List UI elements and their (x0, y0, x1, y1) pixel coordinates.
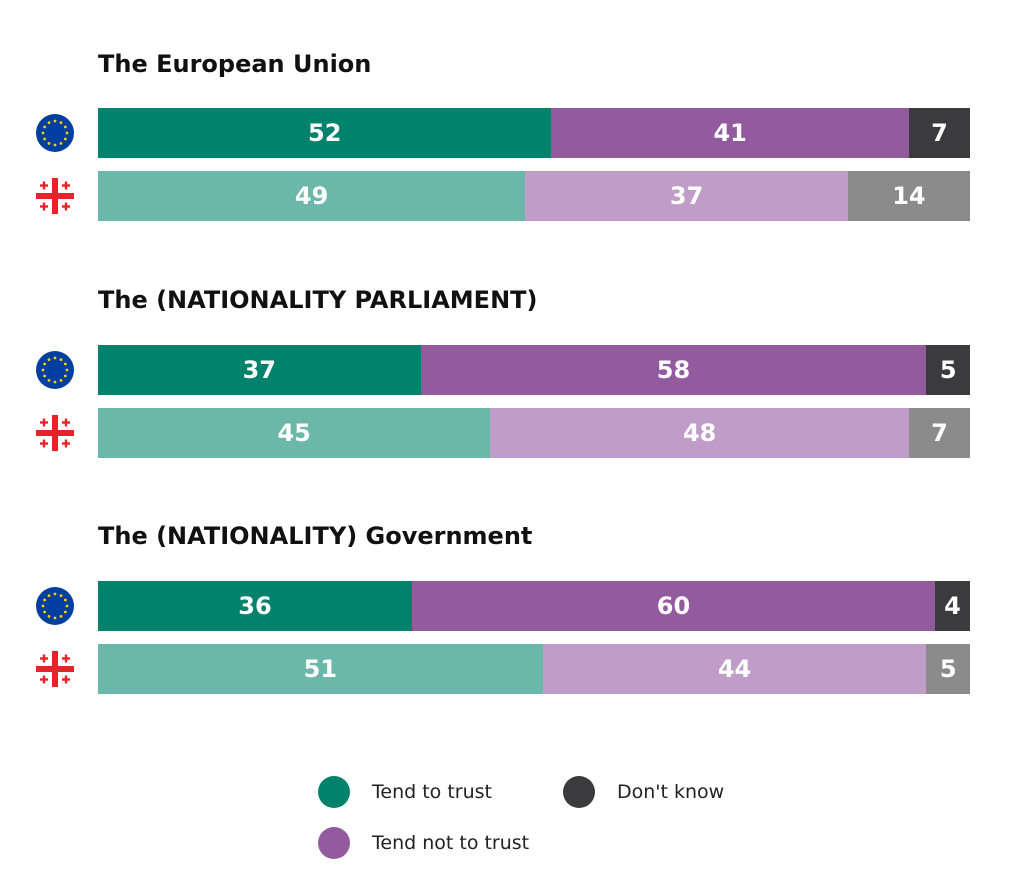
bar-row-country: 49 37 14 (98, 171, 970, 221)
legend-label-not-trust: Tend not to trust (372, 832, 530, 854)
group-title: The (NATIONALITY PARLIAMENT) (98, 286, 538, 314)
bar-segment-not-trust: 44 (542, 644, 927, 694)
legend-swatch-not-trust (318, 827, 350, 859)
group-title: The (NATIONALITY) Government (98, 522, 533, 550)
bar-row-country: 45 48 7 (98, 408, 970, 458)
bar-segment-trust: 49 (98, 171, 526, 221)
eu-flag-icon (36, 587, 74, 625)
georgia-flag-icon (36, 415, 74, 451)
bar-segment-dk: 5 (926, 345, 970, 395)
bar-segment-dk: 7 (908, 108, 970, 158)
legend-swatch-trust (318, 776, 350, 808)
group-title: The European Union (98, 50, 372, 78)
legend-label-trust: Tend to trust (372, 781, 492, 803)
bar-segment-dk: 14 (847, 171, 970, 221)
bar-segment-dk: 4 (935, 581, 970, 631)
bar-segment-trust: 45 (98, 408, 491, 458)
bar-segment-trust: 52 (98, 108, 552, 158)
bar-row-country: 51 44 5 (98, 644, 970, 694)
bar-segment-trust: 36 (98, 581, 412, 631)
bar-segment-not-trust: 58 (420, 345, 927, 395)
bar-segment-not-trust: 60 (411, 581, 936, 631)
bar-segment-trust: 37 (98, 345, 421, 395)
georgia-flag-icon (36, 651, 74, 687)
bar-row-eu: 37 58 5 (98, 345, 970, 395)
legend-swatch-dont-know (563, 776, 595, 808)
bar-segment-not-trust: 48 (490, 408, 909, 458)
bar-segment-dk: 7 (908, 408, 970, 458)
bar-segment-dk: 5 (926, 644, 970, 694)
bar-row-eu: 36 60 4 (98, 581, 970, 631)
bar-segment-not-trust: 37 (525, 171, 848, 221)
georgia-flag-icon (36, 178, 74, 214)
eu-flag-icon (36, 351, 74, 389)
bar-row-eu: 52 41 7 (98, 108, 970, 158)
legend-label-dont-know: Don't know (617, 781, 725, 803)
eu-flag-icon (36, 114, 74, 152)
bar-segment-trust: 51 (98, 644, 543, 694)
bar-segment-not-trust: 41 (551, 108, 909, 158)
